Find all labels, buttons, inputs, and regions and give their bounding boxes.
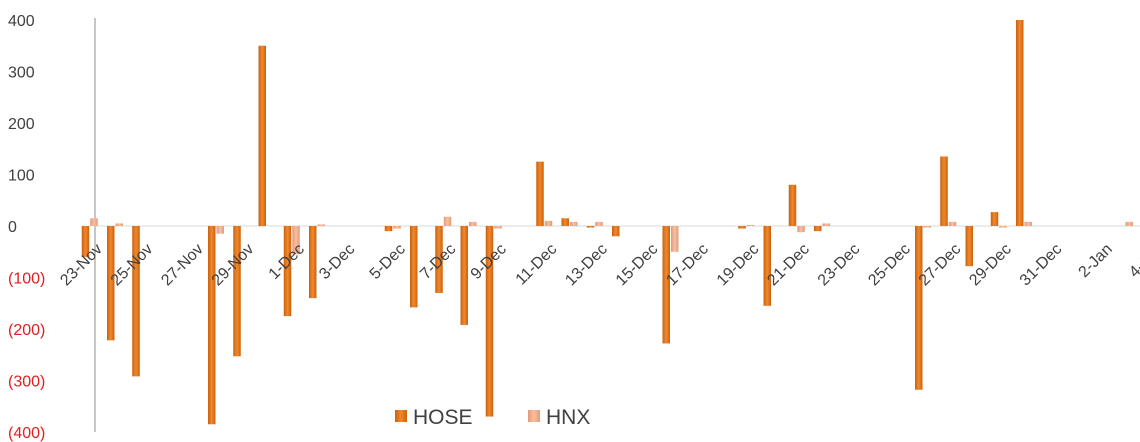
y-tick-label: 0 bbox=[8, 219, 17, 236]
bar-hose-8-dec bbox=[460, 226, 468, 325]
x-tick-label: 29-Dec bbox=[966, 241, 1014, 289]
bar-hnx-23-nov bbox=[90, 218, 98, 226]
bar-hnx-30-dec bbox=[1024, 221, 1032, 226]
x-tick-label: 27-Nov bbox=[158, 241, 206, 289]
bar-hose-11-dec bbox=[536, 161, 544, 226]
bar-hnx-24-nov bbox=[115, 223, 123, 226]
bar-hose-5-dec bbox=[384, 226, 393, 232]
x-tick-label: 17-Dec bbox=[663, 241, 711, 289]
legend-swatch-hnx bbox=[528, 410, 540, 422]
bar-hnx-22-dec bbox=[822, 223, 830, 226]
y-tick-label: 400 bbox=[8, 13, 35, 30]
bar-hnx-28-nov bbox=[216, 226, 224, 234]
bar-hose-14-dec bbox=[612, 226, 620, 237]
x-tick-label: 13-Dec bbox=[562, 241, 610, 289]
bar-hose-25-nov bbox=[132, 226, 140, 377]
bar-hose-2-dec bbox=[309, 226, 317, 299]
y-tick-label: 200 bbox=[8, 116, 35, 133]
x-tick-label: 27-Dec bbox=[916, 241, 964, 289]
legend-label-hose: HOSE bbox=[413, 406, 473, 429]
bar-hose-23-nov bbox=[81, 226, 90, 257]
bar-hnx-5-dec bbox=[393, 226, 401, 229]
legend-label-hnx: HNX bbox=[546, 406, 590, 429]
bar-hose-12-dec bbox=[561, 218, 569, 226]
bar-hnx-1-dec bbox=[292, 226, 300, 255]
bar-hnx-13-dec bbox=[595, 221, 603, 226]
bar-hnx-19-dec bbox=[746, 224, 755, 226]
bar-hose-20-dec bbox=[763, 226, 771, 306]
bar-hose-22-dec bbox=[814, 226, 822, 232]
y-tick-label: (200) bbox=[8, 322, 45, 339]
bar-hose-13-dec bbox=[586, 226, 595, 228]
x-tick-label: 25-Dec bbox=[865, 241, 913, 289]
bar-hnx-7-dec bbox=[443, 216, 452, 226]
x-tick-label: 29-Nov bbox=[209, 241, 257, 289]
bar-hose-28-nov bbox=[208, 226, 216, 425]
x-tick-label: 25-Nov bbox=[108, 241, 156, 289]
x-tick-label: 23-Dec bbox=[815, 241, 863, 289]
bar-hose-9-dec bbox=[485, 226, 494, 417]
y-tick-label: (400) bbox=[8, 425, 45, 442]
bar-hnx-16-dec bbox=[671, 226, 679, 252]
bar-hose-24-nov bbox=[107, 226, 115, 341]
x-tick-label: 19-Dec bbox=[714, 241, 762, 289]
x-tick-label: 3-Dec bbox=[316, 241, 358, 283]
bar-hose-19-dec bbox=[738, 226, 746, 229]
bar-hose-29-nov bbox=[233, 226, 241, 357]
bar-hose-16-dec bbox=[662, 226, 670, 344]
y-tick-label: (300) bbox=[8, 374, 45, 391]
y-tick-label: 100 bbox=[8, 168, 35, 185]
bar-hnx-29-dec bbox=[999, 226, 1007, 228]
bar-hnx-3-jan bbox=[1125, 221, 1133, 226]
bar-hnx-11-dec bbox=[544, 220, 553, 226]
x-tick-label: 11-Dec bbox=[513, 241, 561, 289]
bar-hose-30-nov bbox=[258, 45, 266, 226]
bar-hose-30-dec bbox=[1016, 20, 1024, 226]
x-tick-label: 23-Nov bbox=[57, 241, 105, 289]
x-tick-label: 2-Jan bbox=[1076, 241, 1116, 281]
x-tick-label: 4-Jan bbox=[1126, 241, 1140, 281]
bar-hnx-26-dec bbox=[923, 226, 931, 228]
x-tick-label: 21-Dec bbox=[764, 241, 812, 289]
bar-hnx-9-dec bbox=[494, 226, 502, 229]
x-tick-label: 5-Dec bbox=[367, 241, 409, 283]
bar-hnx-27-dec bbox=[948, 221, 957, 226]
bar-hose-26-dec bbox=[915, 226, 923, 390]
bar-hose-6-dec bbox=[410, 226, 418, 308]
x-tick-label: 31-Dec bbox=[1017, 241, 1065, 289]
y-tick-label: (100) bbox=[8, 271, 45, 288]
bar-hnx-12-dec bbox=[570, 221, 578, 226]
bar-hose-29-dec bbox=[990, 212, 999, 226]
bar-hnx-21-dec bbox=[797, 226, 805, 233]
x-tick-label: 15-Dec bbox=[613, 241, 661, 289]
bar-hose-7-dec bbox=[435, 226, 443, 293]
bar-hose-27-dec bbox=[940, 156, 948, 226]
bar-hnx-8-dec bbox=[469, 221, 477, 226]
bar-hose-1-dec bbox=[283, 226, 292, 317]
bar-hose-21-dec bbox=[788, 184, 797, 226]
bar-hose-28-dec bbox=[965, 226, 973, 267]
legend-swatch-hose bbox=[395, 410, 407, 422]
bar-hnx-2-dec bbox=[317, 224, 325, 226]
y-tick-label: 300 bbox=[8, 65, 35, 82]
